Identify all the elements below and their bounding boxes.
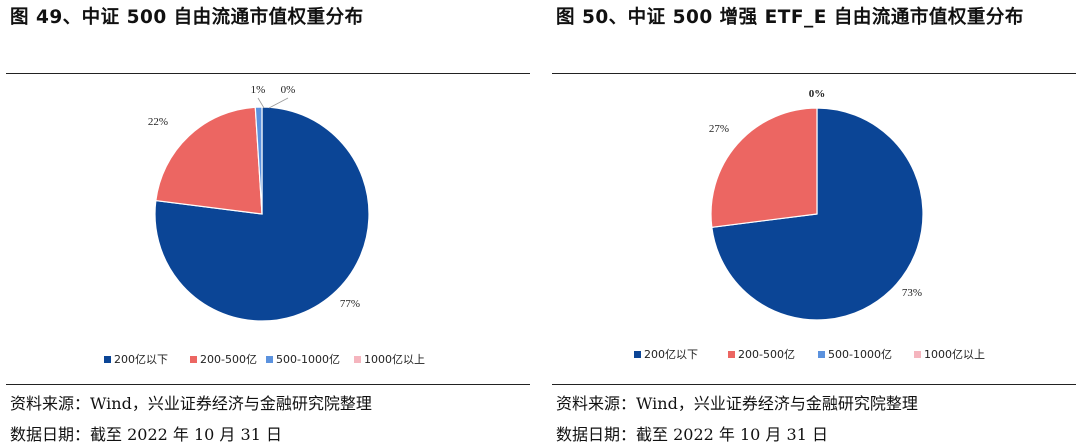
pie-slice [254,106,263,215]
slice-data-label: 0% [281,84,296,96]
top-rule [6,73,530,74]
legend-swatch [914,351,921,358]
legend-label: 500-1000亿 [276,353,340,366]
bottom-rule [6,384,530,385]
legend-swatch [354,356,361,363]
pie-chart: 73% 27% 0% 200亿以下 200-500亿 500-1000亿 1000亿以上 [634,88,985,361]
figure-title: 图 49、中证 500 自由流通市值权重分布 [10,7,364,28]
legend-swatch [266,356,273,363]
right-figure-panel: 图 50、中证 500 增强 ETF_E 自由流通市值权重分布 73% 27% 0%… [552,0,1076,447]
legend-label: 500-1000亿 [828,348,892,361]
leader-line [257,97,265,109]
legend-label: 200-500亿 [200,353,257,366]
bottom-rule [552,384,1076,385]
legend-swatch [634,351,641,358]
date-note: 数据日期：截至 2022 年 10 月 31 日 [556,425,828,444]
legend-label: 200-500亿 [738,348,795,361]
slice-data-label: 73% [902,287,922,299]
date-note: 数据日期：截至 2022 年 10 月 31 日 [10,425,282,444]
left-figure-panel: 图 49、中证 500 自由流通市值权重分布 77% 22% 1% 0% 200亿以下 2… [6,0,530,447]
source-note: 资料来源：Wind，兴业证券经济与金融研究院整理 [10,394,372,413]
pie-slice [155,106,263,215]
legend-label: 1000亿以上 [364,353,425,366]
slice-data-label: 77% [340,298,360,310]
slice-data-label: 1% [251,84,266,96]
pie-chart: 77% 22% 1% 0% 200亿以下 200-500亿 500-1000亿 1000亿以上 [104,84,425,366]
legend-label: 200亿以下 [644,348,698,361]
legend-label: 200亿以下 [114,353,168,366]
slice-data-label: 0% [809,88,826,100]
legend-label: 1000亿以上 [924,348,985,361]
slice-data-label: 27% [709,123,729,135]
legend-swatch [818,351,825,358]
leader-line [268,97,289,109]
legend-swatch [104,356,111,363]
source-note: 资料来源：Wind，兴业证券经济与金融研究院整理 [556,394,918,413]
figure-title: 图 50、中证 500 增强 ETF_E 自由流通市值权重分布 [556,7,1024,28]
legend-swatch [190,356,197,363]
pie-slice [710,107,818,228]
slice-data-label: 22% [148,116,168,128]
legend-swatch [728,351,735,358]
top-rule [552,73,1076,74]
